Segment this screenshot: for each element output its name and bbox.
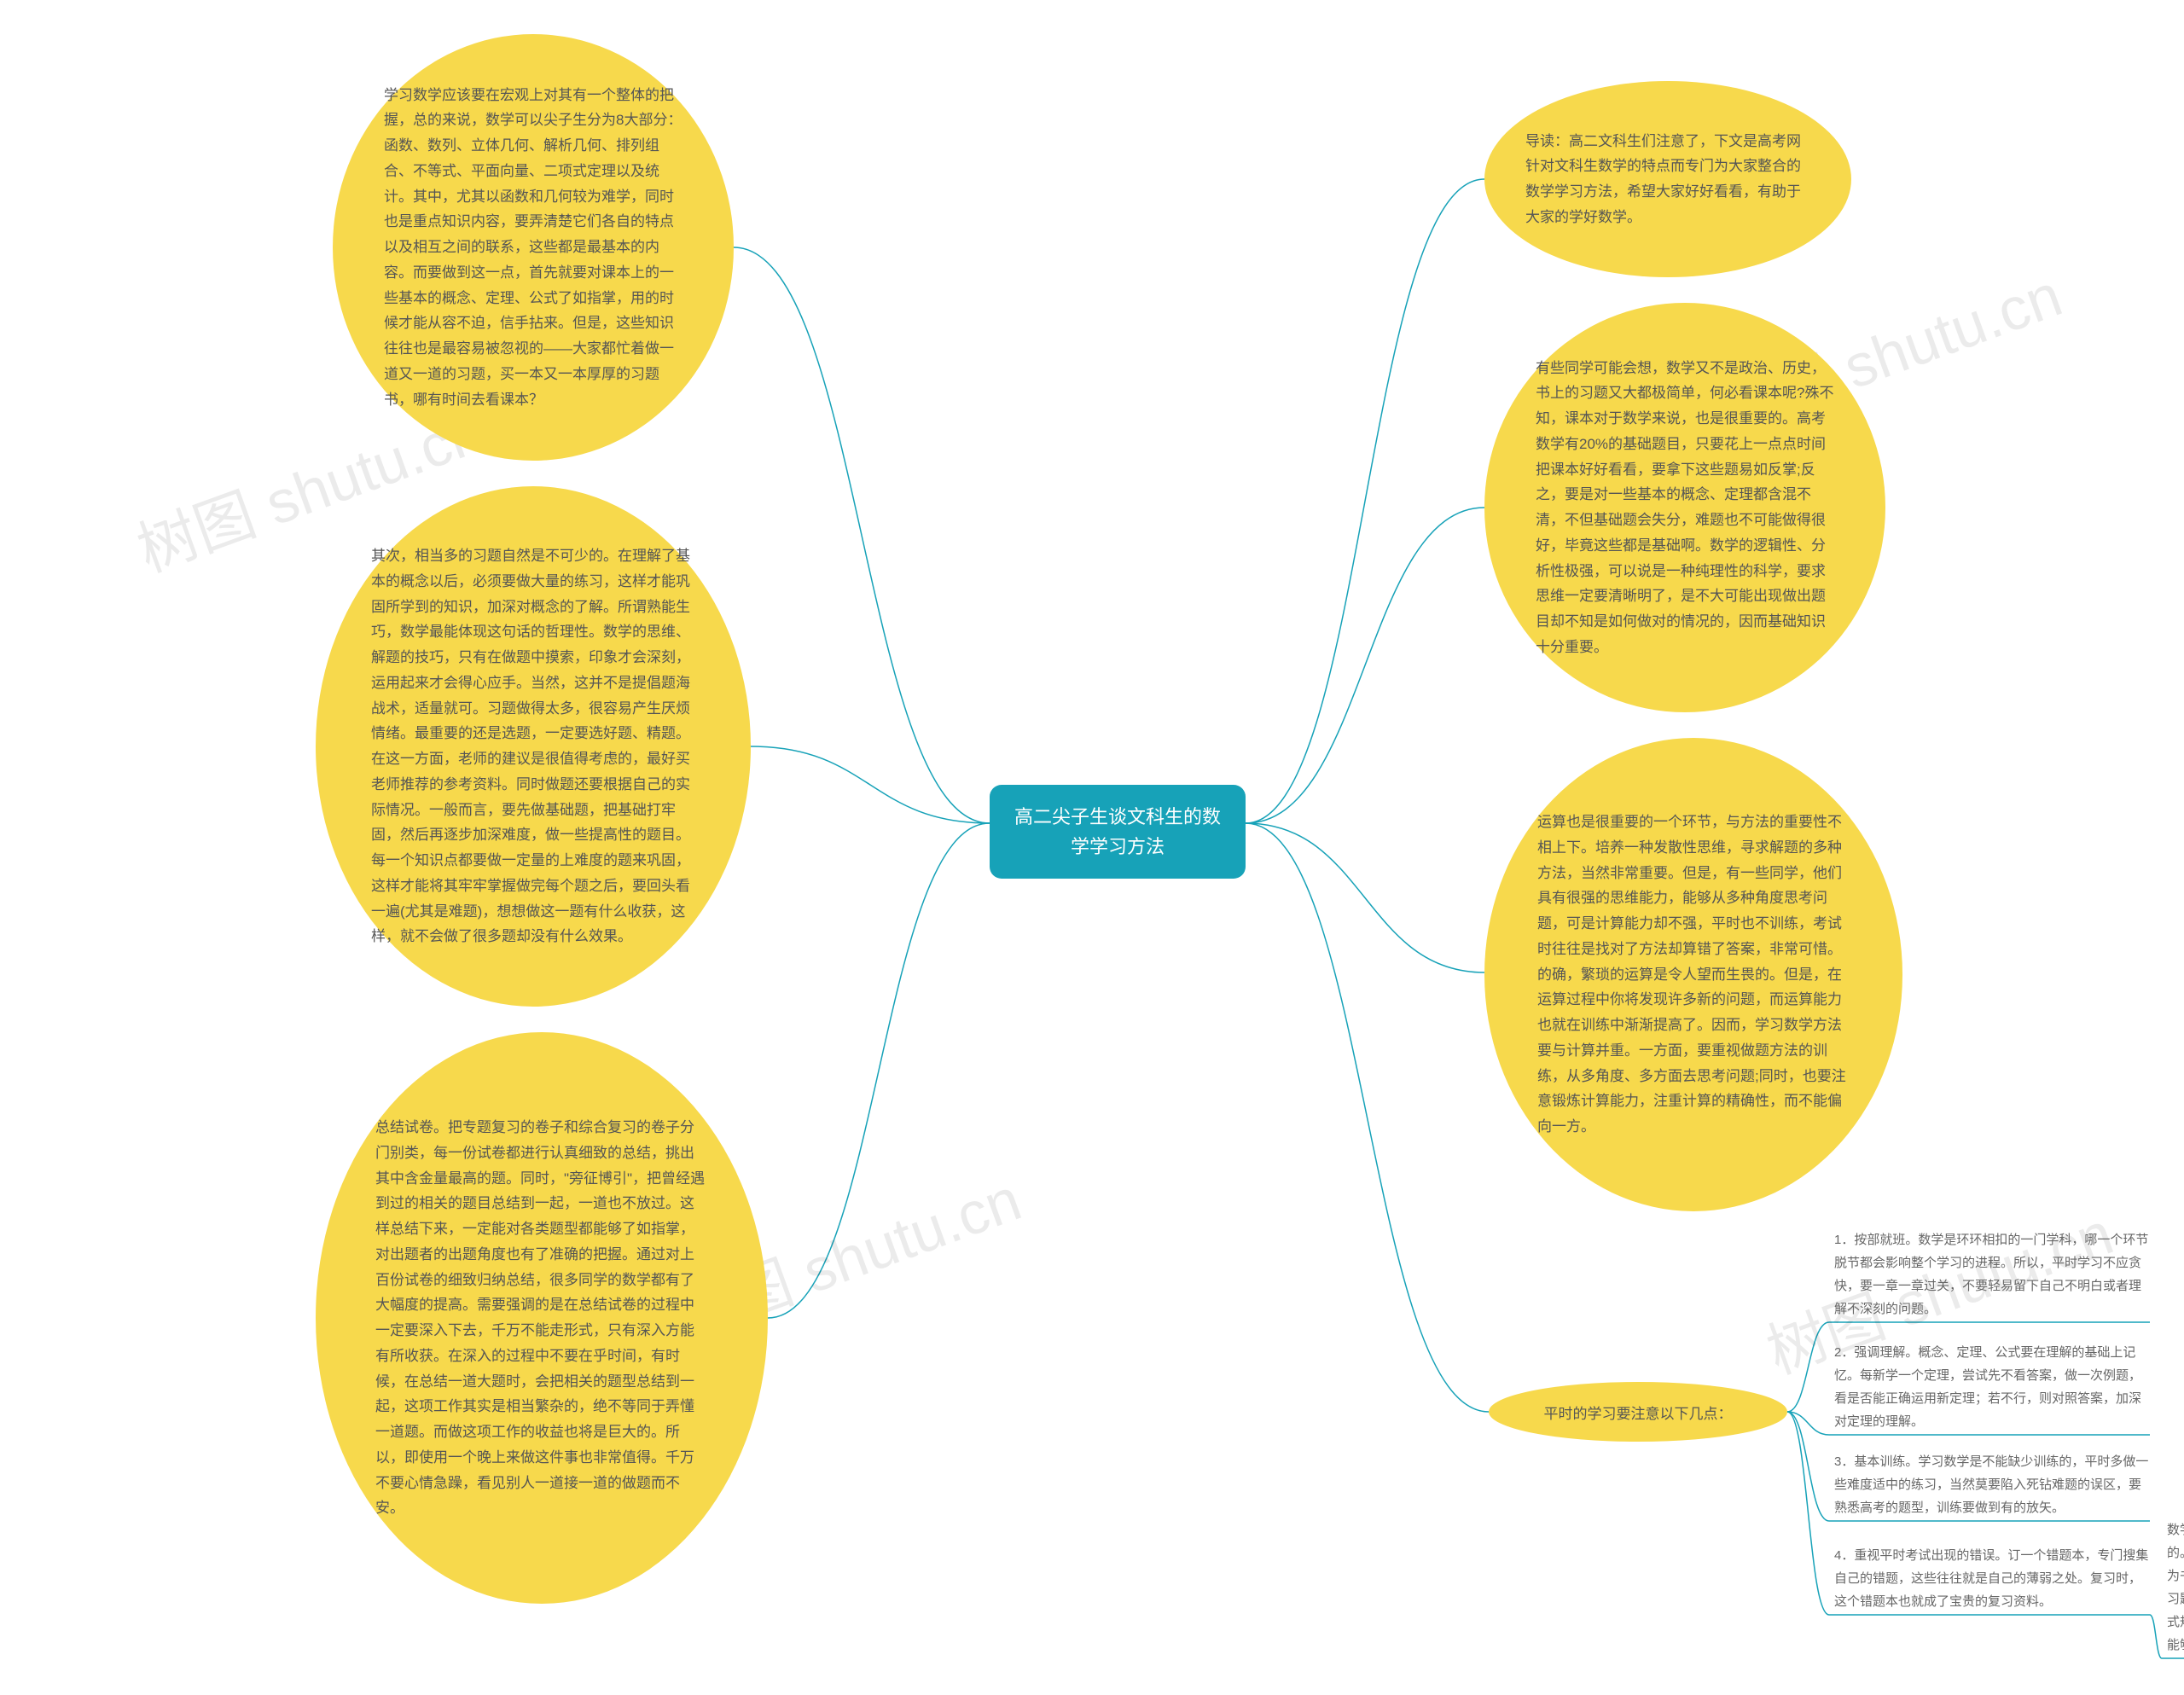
- topic-text: 导读：高二文科生们注意了，下文是高考网针对文科生数学的特点而专门为大家整合的数学…: [1525, 129, 1810, 230]
- topic-text: 总结试卷。把专题复习的卷子和综合复习的卷子分门别类，每一份试卷都进行认真细致的总…: [375, 1115, 708, 1521]
- topic-bubble: 总结试卷。把专题复习的卷子和综合复习的卷子分门别类，每一份试卷都进行认真细致的总…: [316, 1032, 768, 1604]
- mindmap-stage: { "colors":{ "center_bg":"#17a2b8", "cen…: [0, 0, 2184, 1695]
- topic-text: 运算也是很重要的一个环节，与方法的重要性不相上下。培养一种发散性思维，寻求解题的…: [1537, 810, 1850, 1140]
- center-topic: 高二尖子生谈文科生的数学学习方法: [990, 785, 1246, 879]
- leaf-note: 4．重视平时考试出现的错误。订一个错题本，专门搜集自己的错题，这些往往就是自己的…: [1834, 1544, 2150, 1613]
- topic-bubble: 运算也是很重要的一个环节，与方法的重要性不相上下。培养一种发散性思维，寻求解题的…: [1484, 738, 1902, 1211]
- topic-text: 其次，相当多的习题自然是不可少的。在理解了基本的概念以后，必须要做大量的练习，这…: [371, 543, 695, 949]
- topic-bubble: 导读：高二文科生们注意了，下文是高考网针对文科生数学的特点而专门为大家整合的数学…: [1484, 81, 1851, 277]
- topic-bubble: 有些同学可能会想，数学又不是政治、历史，书上的习题又大都极简单，何必看课本呢?殊…: [1484, 303, 1885, 712]
- topic-bubble: 其次，相当多的习题自然是不可少的。在理解了基本的概念以后，必须要做大量的练习，这…: [316, 486, 751, 1007]
- topic-text: 有些同学可能会想，数学又不是政治、历史，书上的习题又大都极简单，何必看课本呢?殊…: [1536, 356, 1834, 660]
- leaf-note: 1．按部就班。数学是环环相扣的一门学科，哪一个环节脱节都会影响整个学习的进程。所…: [1834, 1228, 2150, 1321]
- topic-bubble: 学习数学应该要在宏观上对其有一个整体的把握，总的来说，数学可以尖子生分为8大部分…: [333, 34, 734, 461]
- leaf-note: 数学的学习有一个循序渐进的过程，妄想一步登天是不现实的。熟记书本内容后将书后习题…: [2167, 1518, 2184, 1657]
- leaf-note: 2．强调理解。概念、定理、公式要在理解的基础上记忆。每新学一个定理，尝试先不看答…: [1834, 1341, 2150, 1433]
- leaf-note: 3．基本训练。学习数学是不能缺少训练的，平时多做一些难度适中的练习，当然莫要陷入…: [1834, 1450, 2150, 1519]
- topic-text: 学习数学应该要在宏观上对其有一个整体的把握，总的来说，数学可以尖子生分为8大部分…: [384, 83, 682, 413]
- sub-topic-label: 平时的学习要注意以下几点：: [1489, 1382, 1787, 1442]
